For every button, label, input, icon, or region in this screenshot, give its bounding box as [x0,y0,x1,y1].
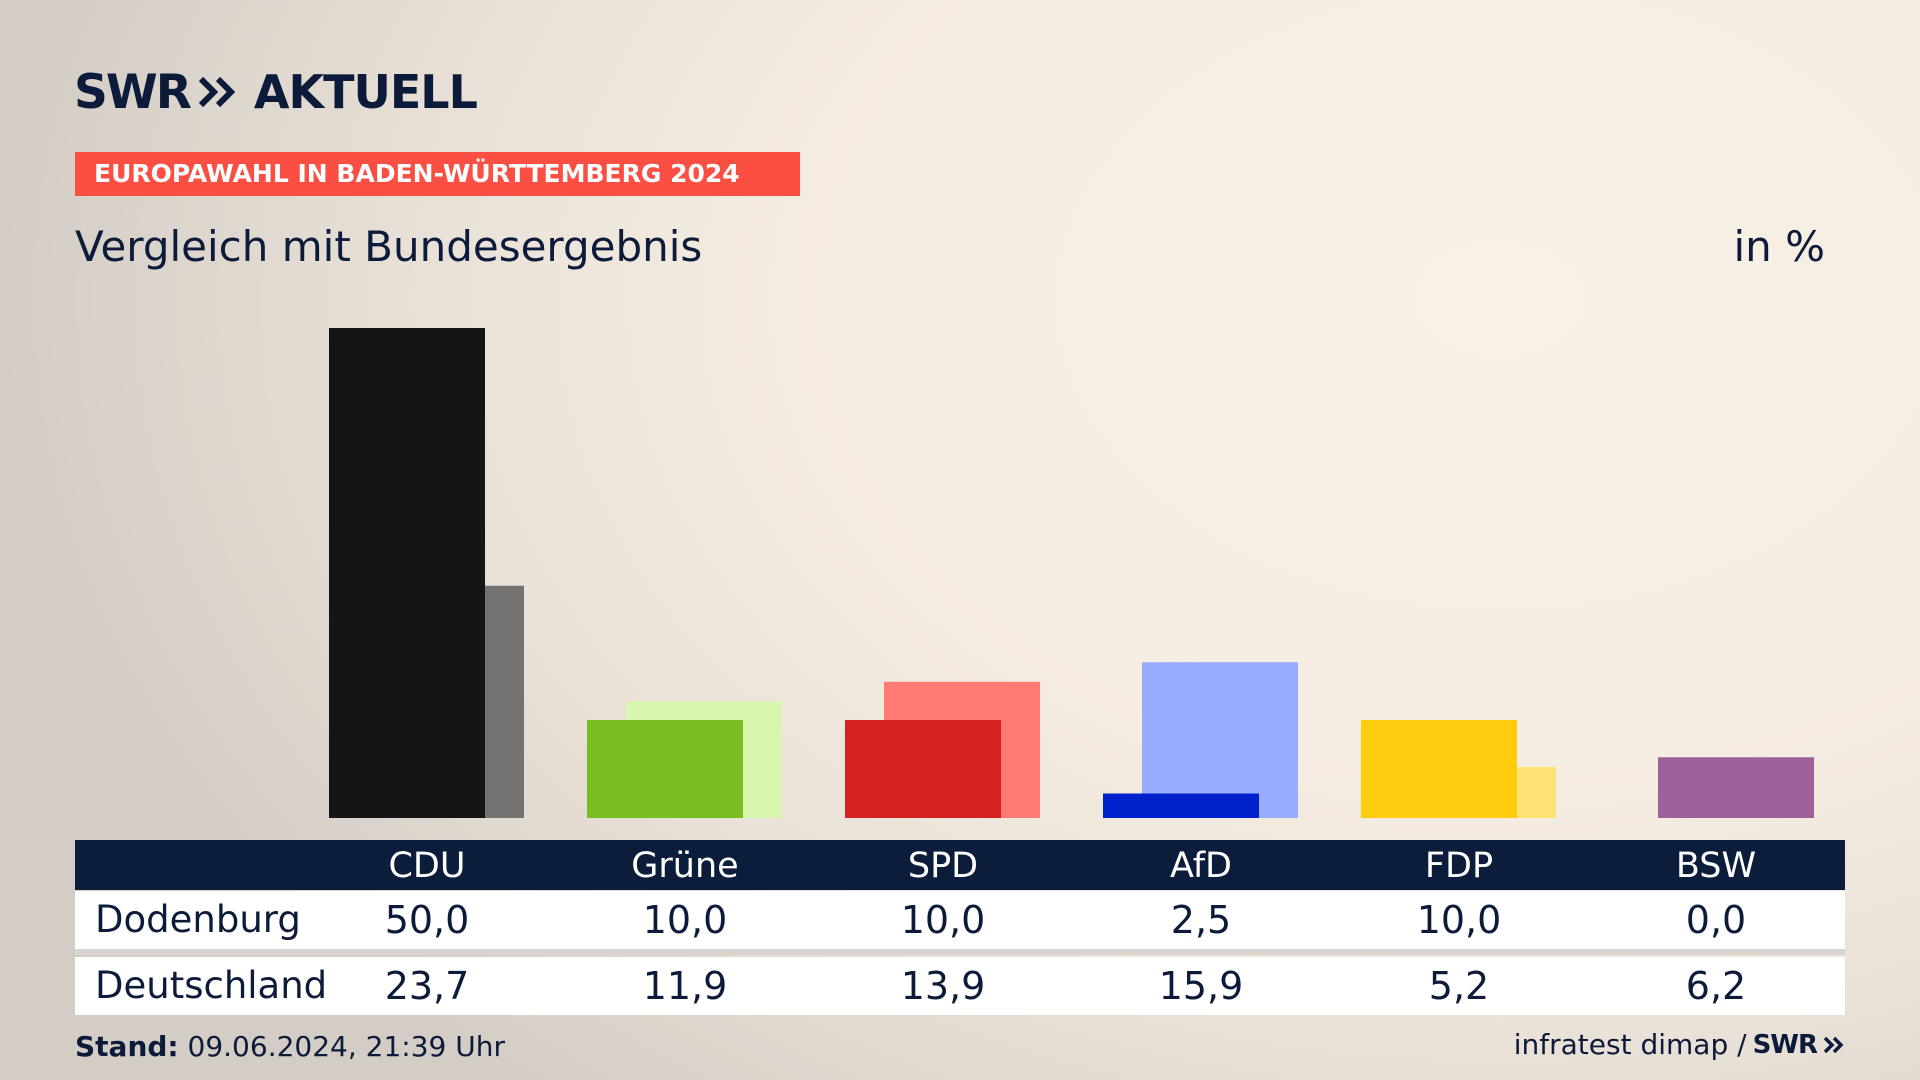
bar-national-bsw [1658,757,1814,818]
party-header-bsw: BSW [1675,846,1757,886]
table-cell: 5,2 [1428,964,1490,1008]
table-cell: 50,0 [384,898,470,942]
swr-aktuell-logo: SWR AKTUELL [74,64,478,120]
table-cell: 10,0 [900,898,986,942]
timestamp-label: Stand: [75,1030,179,1063]
chart-subtitle: Vergleich mit Bundesergebnis [75,222,703,271]
row-divider [75,949,1845,955]
timestamp-value: 09.06.2024, 21:39 Uhr [187,1030,505,1063]
bar-local-afd [1103,793,1259,818]
table-cell: 2,5 [1170,898,1232,942]
footer-swr-text: SWR [1752,1029,1818,1060]
party-header-spd: SPD [907,846,979,886]
election-banner: EUROPAWAHL IN BADEN-WÜRTTEMBERG 2024 [75,152,800,196]
party-header-cdu: CDU [388,846,466,886]
table-cell: 10,0 [642,898,728,942]
party-header-gruene: Grüne [631,846,739,886]
timestamp: Stand: 09.06.2024, 21:39 Uhr [75,1030,505,1063]
source-text: infratest dimap / [1513,1028,1747,1061]
row-label: Deutschland [95,964,328,1007]
bar-local-cdu [329,328,485,818]
table-cell: 15,9 [1158,964,1244,1008]
table-cell: 6,2 [1685,964,1747,1008]
table-cell: 13,9 [900,964,986,1008]
bar-local-spd [845,720,1001,818]
table-row-local: Dodenburg 50,0 10,0 10,0 2,5 10,0 0,0 [75,891,1845,949]
party-header-afd: AfD [1170,846,1232,886]
table-cell: 23,7 [384,964,470,1008]
party-header-fdp: FDP [1424,846,1494,886]
unit-label: in % [1733,222,1825,271]
table-row-national: Deutschland 23,7 11,9 13,9 15,9 5,2 6,2 [75,957,1845,1015]
source-credit: infratest dimap / SWR [1514,1028,1845,1061]
bar-national-afd [1142,662,1298,818]
bar-local-grne [587,720,743,818]
double-chevron-icon [1823,1036,1844,1053]
logo-brand-text: AKTUELL [253,65,478,119]
table-cell: 11,9 [642,964,728,1008]
bar-local-fdp [1361,720,1517,818]
table-header: CDU Grüne SPD AfD FDP BSW [75,840,1845,890]
table-cell: 10,0 [1416,898,1502,942]
double-chevron-icon [198,76,236,108]
logo-swr-text: SWR [74,64,192,120]
row-label: Dodenburg [95,898,301,941]
table-cell: 0,0 [1685,898,1747,942]
